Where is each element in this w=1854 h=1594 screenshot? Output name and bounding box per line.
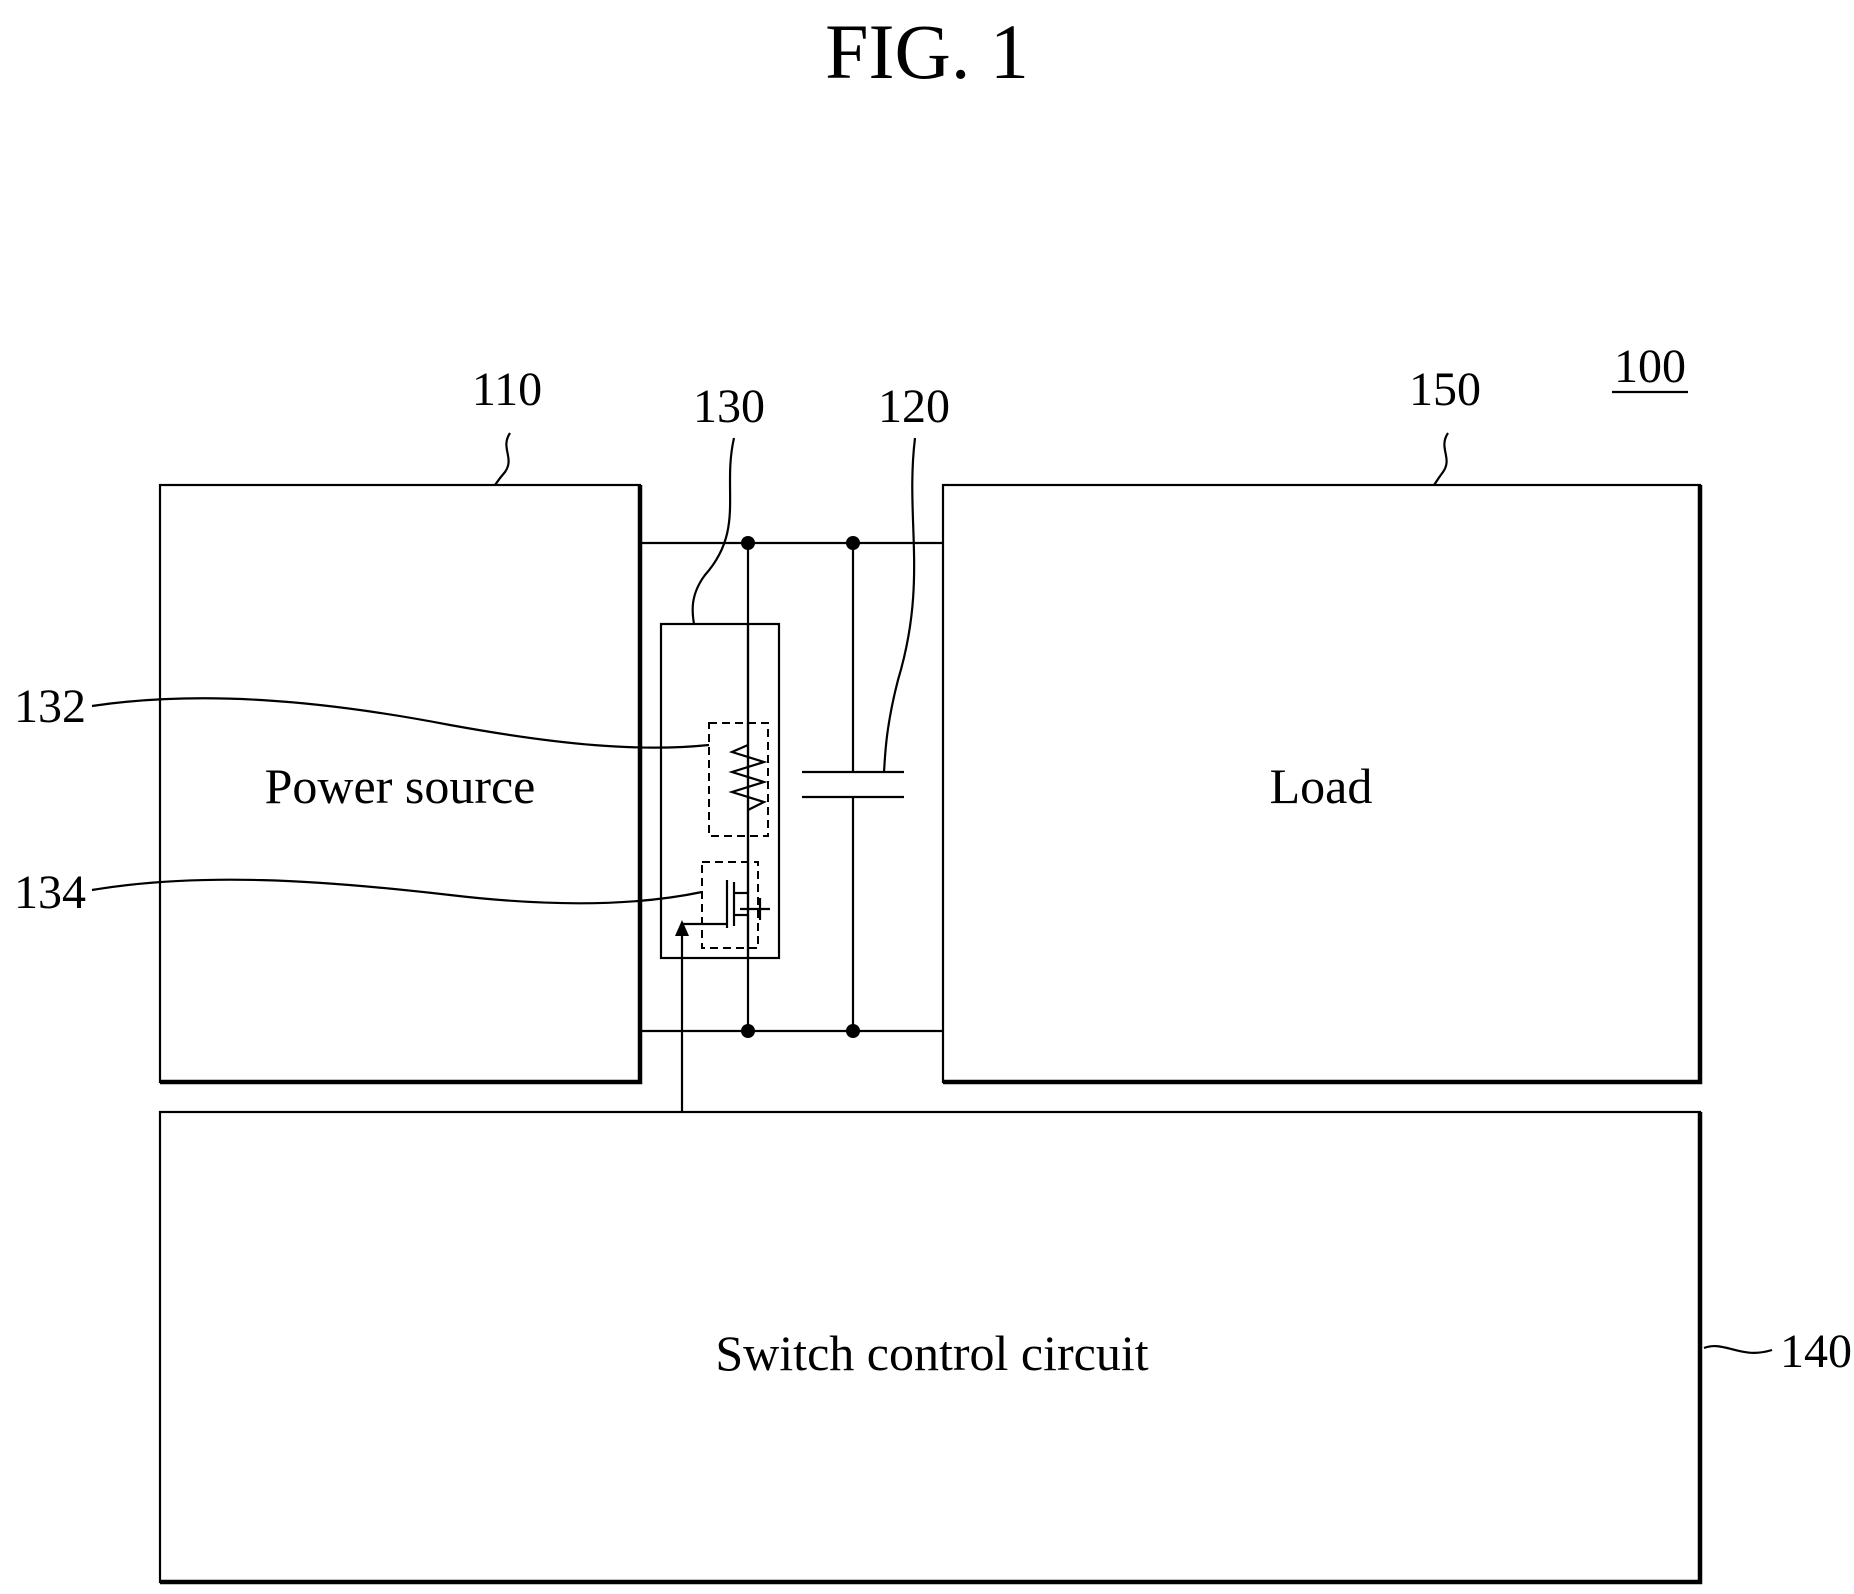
precharge-unit-leader [693, 438, 734, 624]
top-junction-dot-1 [741, 536, 755, 550]
bottom-junction-dot-2 [846, 1024, 860, 1038]
power-source-leader [495, 433, 510, 485]
load-label: Load [1270, 758, 1373, 814]
power-source-reference: 110 [472, 363, 542, 416]
switch-control-leader [1704, 1346, 1772, 1353]
precharge-unit-reference: 130 [693, 380, 765, 433]
resistor-reference: 132 [14, 680, 86, 733]
switch-control-reference: 140 [1780, 1325, 1852, 1378]
switch-dashed-box [702, 862, 758, 948]
switch-reference: 134 [14, 866, 86, 919]
switch-control-block: Switch control circuit [160, 1112, 1700, 1582]
figure-title: FIG. 1 [825, 8, 1029, 95]
top-junction-dot-2 [846, 536, 860, 550]
power-source-label: Power source [265, 758, 536, 814]
load-leader [1434, 433, 1448, 485]
switch-control-label: Switch control circuit [715, 1325, 1148, 1381]
bottom-junction-dot-1 [741, 1024, 755, 1038]
power-source-block: Power source [160, 485, 640, 1082]
capacitor-120 [802, 543, 904, 1031]
capacitor-reference: 120 [878, 380, 950, 433]
load-reference: 150 [1409, 363, 1481, 416]
switch-134 [682, 880, 770, 928]
system-reference: 100 [1614, 340, 1686, 393]
load-block: Load [943, 485, 1700, 1082]
capacitor-leader [884, 438, 915, 772]
control-signal-arrow-icon [675, 920, 689, 936]
